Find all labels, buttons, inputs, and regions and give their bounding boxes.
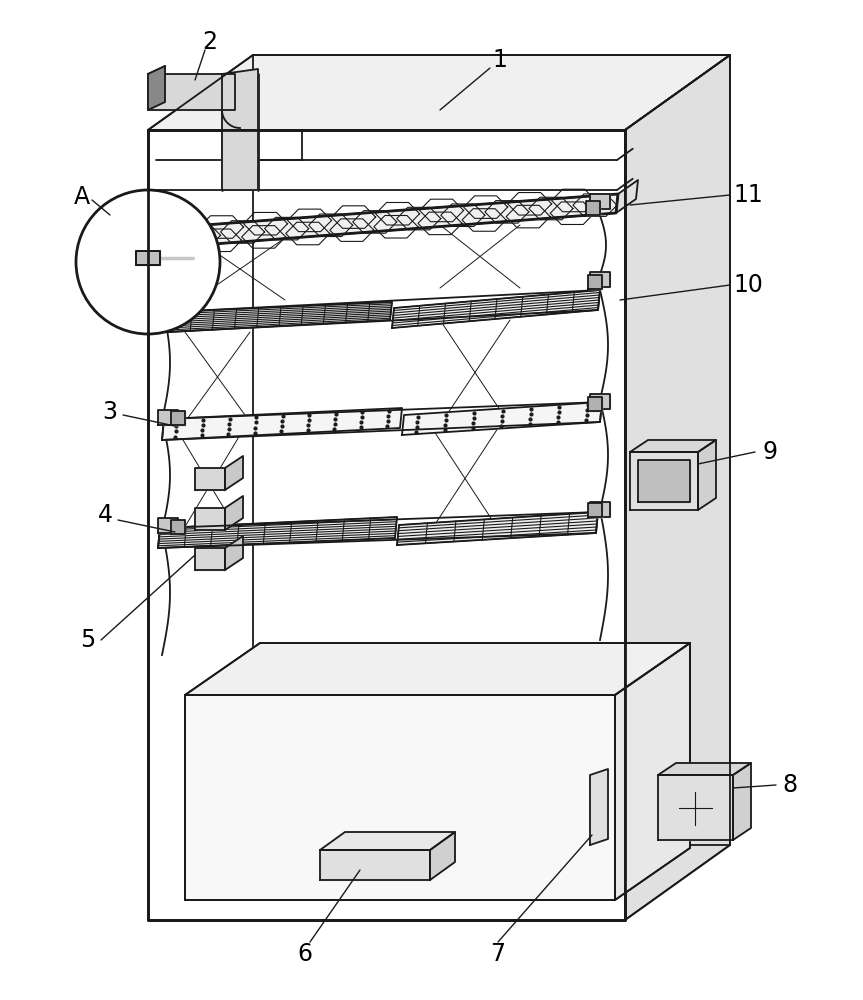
Text: 8: 8 — [783, 773, 797, 797]
Polygon shape — [148, 55, 730, 130]
Polygon shape — [698, 440, 716, 510]
Polygon shape — [195, 508, 225, 530]
Polygon shape — [588, 275, 602, 289]
Text: 1: 1 — [493, 48, 507, 72]
Polygon shape — [638, 460, 690, 502]
Text: A: A — [74, 185, 90, 209]
Text: 9: 9 — [763, 440, 778, 464]
Polygon shape — [171, 411, 185, 425]
Polygon shape — [162, 408, 402, 440]
Polygon shape — [430, 832, 455, 880]
Polygon shape — [590, 502, 610, 517]
Polygon shape — [658, 763, 751, 775]
Polygon shape — [171, 520, 185, 534]
Circle shape — [76, 190, 220, 334]
Text: 11: 11 — [734, 183, 763, 207]
Polygon shape — [630, 452, 698, 510]
Polygon shape — [658, 775, 733, 840]
Polygon shape — [225, 496, 243, 530]
Polygon shape — [222, 69, 258, 190]
Text: 2: 2 — [203, 30, 217, 54]
Polygon shape — [158, 518, 178, 533]
Polygon shape — [590, 769, 608, 845]
Polygon shape — [733, 763, 751, 840]
Polygon shape — [630, 440, 716, 452]
Polygon shape — [148, 66, 165, 110]
Polygon shape — [168, 302, 392, 332]
Text: 4: 4 — [98, 503, 112, 527]
Polygon shape — [185, 643, 690, 695]
Polygon shape — [616, 180, 638, 213]
Polygon shape — [170, 222, 188, 238]
Polygon shape — [588, 503, 602, 517]
Text: 10: 10 — [733, 273, 763, 297]
Polygon shape — [586, 201, 600, 215]
Polygon shape — [195, 548, 225, 570]
Polygon shape — [590, 194, 610, 209]
Polygon shape — [158, 230, 178, 245]
Polygon shape — [625, 55, 730, 920]
Polygon shape — [158, 302, 178, 317]
Polygon shape — [590, 394, 610, 409]
Polygon shape — [185, 695, 615, 900]
Polygon shape — [158, 410, 178, 425]
Polygon shape — [320, 832, 455, 850]
Polygon shape — [148, 74, 235, 110]
Polygon shape — [171, 230, 185, 244]
Polygon shape — [175, 194, 618, 247]
Text: 3: 3 — [103, 400, 117, 424]
Polygon shape — [320, 850, 430, 880]
Polygon shape — [195, 468, 225, 490]
Text: 7: 7 — [490, 942, 506, 966]
Text: 5: 5 — [80, 628, 96, 652]
Polygon shape — [171, 301, 185, 315]
Polygon shape — [148, 130, 625, 920]
Polygon shape — [136, 251, 160, 265]
Polygon shape — [225, 536, 243, 570]
Polygon shape — [590, 272, 610, 287]
Polygon shape — [402, 402, 602, 435]
Polygon shape — [392, 290, 600, 328]
Polygon shape — [158, 517, 397, 548]
Polygon shape — [615, 643, 690, 900]
Polygon shape — [588, 397, 602, 411]
Polygon shape — [397, 512, 598, 545]
Polygon shape — [225, 456, 243, 490]
Text: 6: 6 — [298, 942, 312, 966]
